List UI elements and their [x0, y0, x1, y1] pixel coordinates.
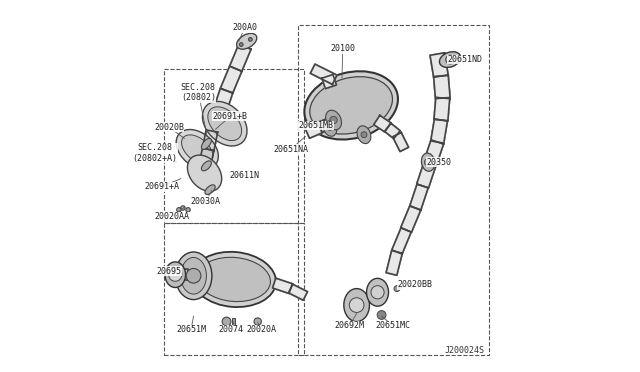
Ellipse shape [182, 135, 213, 164]
Ellipse shape [165, 262, 186, 288]
Ellipse shape [357, 126, 371, 144]
Ellipse shape [176, 129, 218, 169]
Circle shape [239, 43, 243, 46]
Polygon shape [199, 148, 214, 167]
Polygon shape [230, 44, 251, 71]
Polygon shape [206, 110, 225, 134]
Ellipse shape [202, 102, 247, 146]
Polygon shape [197, 165, 211, 183]
Polygon shape [310, 64, 337, 84]
Circle shape [186, 269, 201, 283]
Circle shape [349, 298, 364, 312]
Text: 20030A: 20030A [191, 197, 221, 206]
Ellipse shape [344, 289, 369, 321]
Ellipse shape [202, 161, 211, 171]
Polygon shape [417, 162, 436, 188]
Polygon shape [401, 206, 420, 232]
Ellipse shape [175, 252, 212, 299]
Ellipse shape [421, 153, 435, 171]
Circle shape [248, 38, 252, 41]
Ellipse shape [197, 257, 271, 302]
Text: 20651MB: 20651MB [299, 121, 334, 130]
Ellipse shape [323, 118, 337, 136]
Polygon shape [289, 284, 307, 300]
Circle shape [424, 158, 432, 166]
Text: 200A0: 200A0 [232, 23, 257, 32]
Polygon shape [430, 53, 448, 77]
Polygon shape [386, 251, 403, 275]
Polygon shape [393, 132, 408, 151]
Ellipse shape [326, 110, 342, 130]
Ellipse shape [367, 278, 388, 306]
Text: 20651MC: 20651MC [376, 321, 411, 330]
Text: SEC.208
(20802): SEC.208 (20802) [181, 83, 216, 102]
Ellipse shape [188, 155, 221, 191]
Text: 20020AA: 20020AA [154, 212, 189, 221]
Ellipse shape [305, 71, 398, 140]
Ellipse shape [377, 311, 386, 320]
Text: 20350: 20350 [427, 158, 452, 167]
Text: 20020BB: 20020BB [397, 280, 432, 289]
Polygon shape [179, 269, 188, 280]
Polygon shape [374, 115, 391, 132]
Text: 20692M: 20692M [334, 321, 364, 330]
Circle shape [222, 317, 231, 326]
Text: 20020B: 20020B [154, 123, 184, 132]
Polygon shape [273, 278, 292, 294]
Circle shape [177, 208, 181, 212]
Bar [164, 223, 303, 355]
Ellipse shape [205, 185, 215, 195]
Polygon shape [434, 76, 450, 99]
Circle shape [180, 206, 185, 210]
Polygon shape [392, 228, 411, 254]
Text: 20074: 20074 [219, 325, 244, 334]
Text: 20651ND: 20651ND [447, 55, 483, 64]
Text: 20020A: 20020A [246, 325, 276, 334]
Circle shape [445, 55, 454, 64]
Bar [298, 25, 488, 355]
Text: SEC.208
(20802+A): SEC.208 (20802+A) [132, 143, 178, 163]
Text: 20691+A: 20691+A [144, 182, 179, 191]
Text: 20695: 20695 [157, 266, 182, 276]
Circle shape [371, 286, 384, 299]
Ellipse shape [237, 33, 257, 49]
Circle shape [186, 208, 190, 212]
Text: 20651NA: 20651NA [273, 145, 308, 154]
Polygon shape [434, 97, 450, 121]
Ellipse shape [208, 107, 242, 141]
Ellipse shape [310, 77, 392, 134]
Polygon shape [431, 119, 447, 143]
Ellipse shape [180, 257, 207, 294]
Circle shape [327, 125, 333, 130]
Polygon shape [385, 124, 400, 139]
Polygon shape [213, 89, 233, 115]
Polygon shape [322, 74, 337, 89]
Circle shape [254, 318, 261, 325]
Circle shape [169, 268, 182, 281]
Ellipse shape [440, 52, 461, 67]
Polygon shape [220, 66, 242, 93]
Polygon shape [424, 140, 444, 166]
Ellipse shape [192, 252, 276, 307]
Text: 20651M: 20651M [176, 325, 206, 334]
Text: 20100: 20100 [330, 44, 355, 53]
Circle shape [394, 286, 400, 292]
Polygon shape [410, 184, 428, 210]
Text: 20611N: 20611N [230, 170, 260, 180]
Text: 20691+B: 20691+B [212, 112, 248, 121]
Polygon shape [202, 130, 218, 151]
Bar [164, 69, 303, 223]
Circle shape [330, 116, 337, 124]
Bar [232, 318, 236, 325]
Text: J200024S: J200024S [445, 346, 485, 355]
Polygon shape [305, 122, 323, 138]
Polygon shape [318, 118, 333, 132]
Ellipse shape [202, 138, 211, 149]
Circle shape [361, 132, 367, 138]
